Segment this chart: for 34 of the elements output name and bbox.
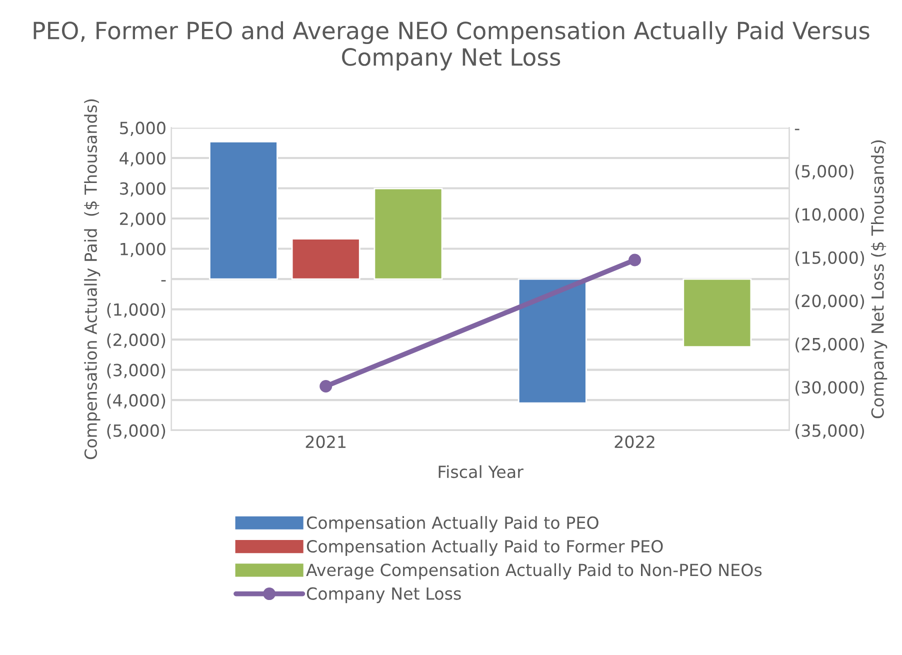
- legend-label: Average Compensation Actually Paid to Non-PEO NEOs: [306, 563, 762, 580]
- legend-label: Compensation Actually Paid to Former PEO: [306, 540, 663, 556]
- y2-tick-label: -: [794, 128, 800, 130]
- y-tick-label: 3,000: [120, 182, 166, 197]
- y2-tick-label: (30,000): [796, 380, 864, 396]
- y-tick-label: -: [161, 280, 166, 282]
- legend-label: Company Net Loss: [306, 587, 461, 604]
- legend-label: Compensation Actually Paid to PEO: [306, 516, 598, 532]
- y-tick-label: (2,000): [107, 333, 166, 348]
- x-tick-label: 2022: [614, 435, 654, 448]
- bar: [374, 188, 443, 280]
- y2-tick-label: (15,000): [796, 251, 864, 266]
- y-tick-label: (1,000): [107, 302, 166, 318]
- y-tick-label: 4,000: [120, 152, 166, 166]
- y2-tick-label: (35,000): [796, 424, 864, 439]
- y-tick-label: (4,000): [107, 394, 166, 409]
- x-tick-label: 2021: [306, 435, 346, 448]
- y-tick-label: 5,000: [120, 122, 166, 136]
- y-tick-label: 1,000: [120, 242, 166, 258]
- y2-axis-title: Company Net Loss ($ Thousands): [870, 140, 888, 418]
- y-axis-title: Compensation Actually Paid ($ Thousands): [84, 99, 100, 460]
- y2-tick-label: (10,000): [796, 208, 864, 223]
- bar: [518, 278, 587, 404]
- bar: [208, 140, 278, 280]
- x-axis-title: Fiscal Year: [438, 465, 524, 478]
- y2-tick-label: (25,000): [796, 338, 864, 352]
- y2-tick-label: (5,000): [796, 164, 854, 180]
- y-tick-label: (3,000): [107, 364, 166, 378]
- y2-tick-label: (20,000): [796, 294, 864, 310]
- y-tick-label: (5,000): [107, 424, 166, 439]
- bar: [291, 238, 360, 280]
- y-tick-label: 2,000: [120, 212, 166, 227]
- bar: [682, 278, 752, 348]
- chart-title: PEO, Former PEO and Average NEO Compensation Actually Paid Versus Company Net Loss: [34, 21, 870, 70]
